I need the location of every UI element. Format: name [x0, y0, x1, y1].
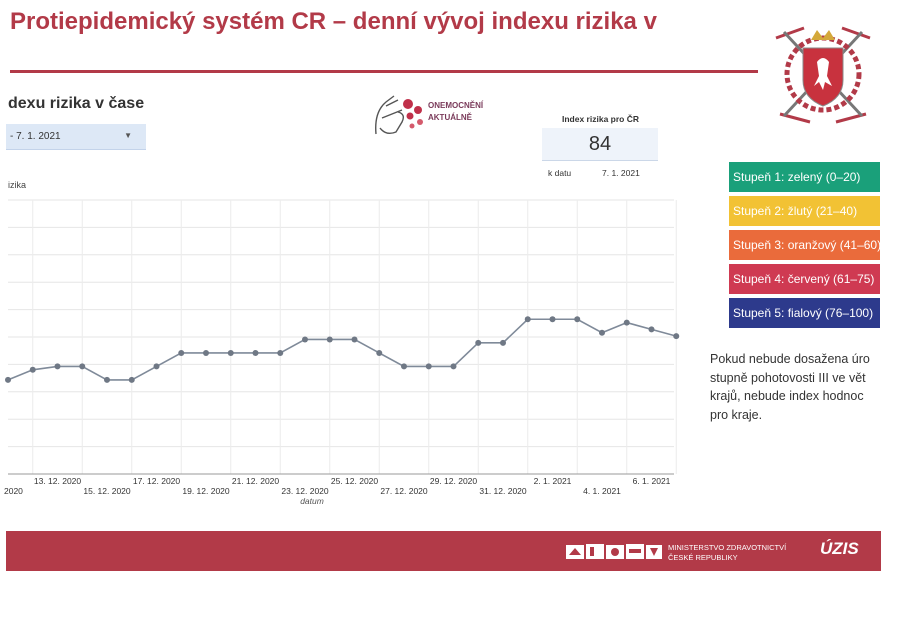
index-value: 84 — [542, 128, 658, 161]
ministry-symbols-icon — [566, 544, 662, 559]
x-tick-label: 27. 12. 2020 — [380, 486, 428, 496]
title-divider — [10, 70, 758, 73]
risk-index-line-chart: 13. 12. 2020 17. 12. 2020 21. 12. 2020 25. … — [4, 199, 680, 506]
x-tick-label: 17. 12. 2020 — [133, 476, 181, 486]
data-point — [599, 329, 605, 336]
as-of-date-label: k datu — [548, 168, 572, 178]
data-point — [277, 349, 284, 356]
legend-item-2: Stupeň 2: žlutý (21–40) — [729, 196, 880, 226]
legend-item-3: Stupeň 3: oranžový (41–60) — [729, 230, 880, 260]
data-point — [302, 336, 308, 343]
data-point — [673, 333, 680, 340]
date-range-value: - 7. 1. 2021 — [10, 131, 61, 142]
data-point — [104, 376, 110, 383]
data-point — [326, 336, 333, 343]
x-tick-label: 31. 12. 2020 — [479, 486, 527, 496]
legend-item-1: Stupeň 1: zelený (0–20) — [729, 162, 880, 192]
x-tick-label: 25. 12. 2020 — [331, 476, 379, 486]
data-point — [623, 319, 630, 326]
x-tick-label: 6. 1. 2021 — [633, 476, 671, 486]
data-point — [227, 349, 234, 356]
x-tick-label: 15. 12. 2020 — [83, 486, 131, 496]
x-tick-label: 19. 12. 2020 — [182, 486, 230, 496]
data-point — [351, 336, 358, 343]
data-point — [425, 363, 432, 370]
ministry-footer: MINISTERSTVO ZDRAVOTNICTVÍ ČESKÉ REPUBLI… — [6, 531, 881, 571]
data-point — [252, 349, 259, 356]
chevron-down-icon: ▼ — [124, 131, 132, 140]
uzis-logo: ÚZIS — [820, 539, 859, 558]
data-point — [500, 339, 506, 346]
data-point — [128, 376, 135, 383]
data-point — [648, 326, 655, 333]
data-point — [54, 363, 61, 370]
logo-line-1: ONEMOCNĚNÍ — [428, 101, 484, 110]
x-tick-label: 29. 12. 2020 — [430, 476, 478, 486]
x-tick-label: 2. 1. 2021 — [534, 476, 572, 486]
chart-heading: dexu rizika v čase — [8, 95, 145, 112]
data-point — [450, 363, 457, 370]
data-point — [376, 349, 383, 356]
data-point — [574, 316, 581, 323]
data-point — [5, 376, 11, 383]
data-point — [203, 349, 209, 356]
data-point — [79, 363, 86, 370]
date-range-select[interactable]: - 7. 1. 2021 ▼ — [6, 124, 146, 150]
data-point — [524, 316, 531, 323]
data-point — [178, 349, 185, 356]
x-axis-title: datum — [300, 496, 324, 506]
ministry-line-2: ČESKÉ REPUBLIKY — [668, 553, 738, 562]
ministry-line-1: MINISTERSTVO ZDRAVOTNICTVÍ — [668, 543, 787, 552]
data-point — [29, 366, 36, 373]
as-of-date-value: 7. 1. 2021 — [602, 168, 640, 178]
army-emblem-icon — [775, 26, 871, 124]
x-tick-label: 23. 12. 2020 — [281, 486, 329, 496]
legend-item-4: Stupeň 4: červený (61–75) — [729, 264, 880, 294]
onemocneni-aktualne-logo: ONEMOCNĚNÍ AKTUÁLNĚ — [372, 92, 507, 138]
hedgehog-logo-icon — [375, 95, 423, 135]
data-point — [549, 316, 556, 323]
x-tick-label: 2020 — [4, 486, 23, 496]
y-axis-label: izika — [8, 180, 27, 190]
series-line — [7, 318, 677, 381]
data-point — [401, 363, 407, 370]
page-title: Protiepidemický systém CR – denní vývoj … — [10, 8, 657, 35]
legend-item-5: Stupeň 5: fialový (76–100) — [729, 298, 880, 328]
index-label: Index rizika pro ČR — [562, 114, 639, 124]
x-tick-label: 13. 12. 2020 — [34, 476, 82, 486]
x-tick-label: 21. 12. 2020 — [232, 476, 280, 486]
risk-level-legend: Stupeň 1: zelený (0–20) Stupeň 2: žlutý (… — [729, 162, 880, 332]
regional-index-note: Pokud nebude dosažena úro stupně pohotov… — [710, 352, 870, 422]
logo-line-2: AKTUÁLNĚ — [428, 113, 472, 122]
x-tick-label: 4. 1. 2021 — [583, 486, 621, 496]
data-point — [475, 339, 482, 346]
data-point — [153, 363, 160, 370]
